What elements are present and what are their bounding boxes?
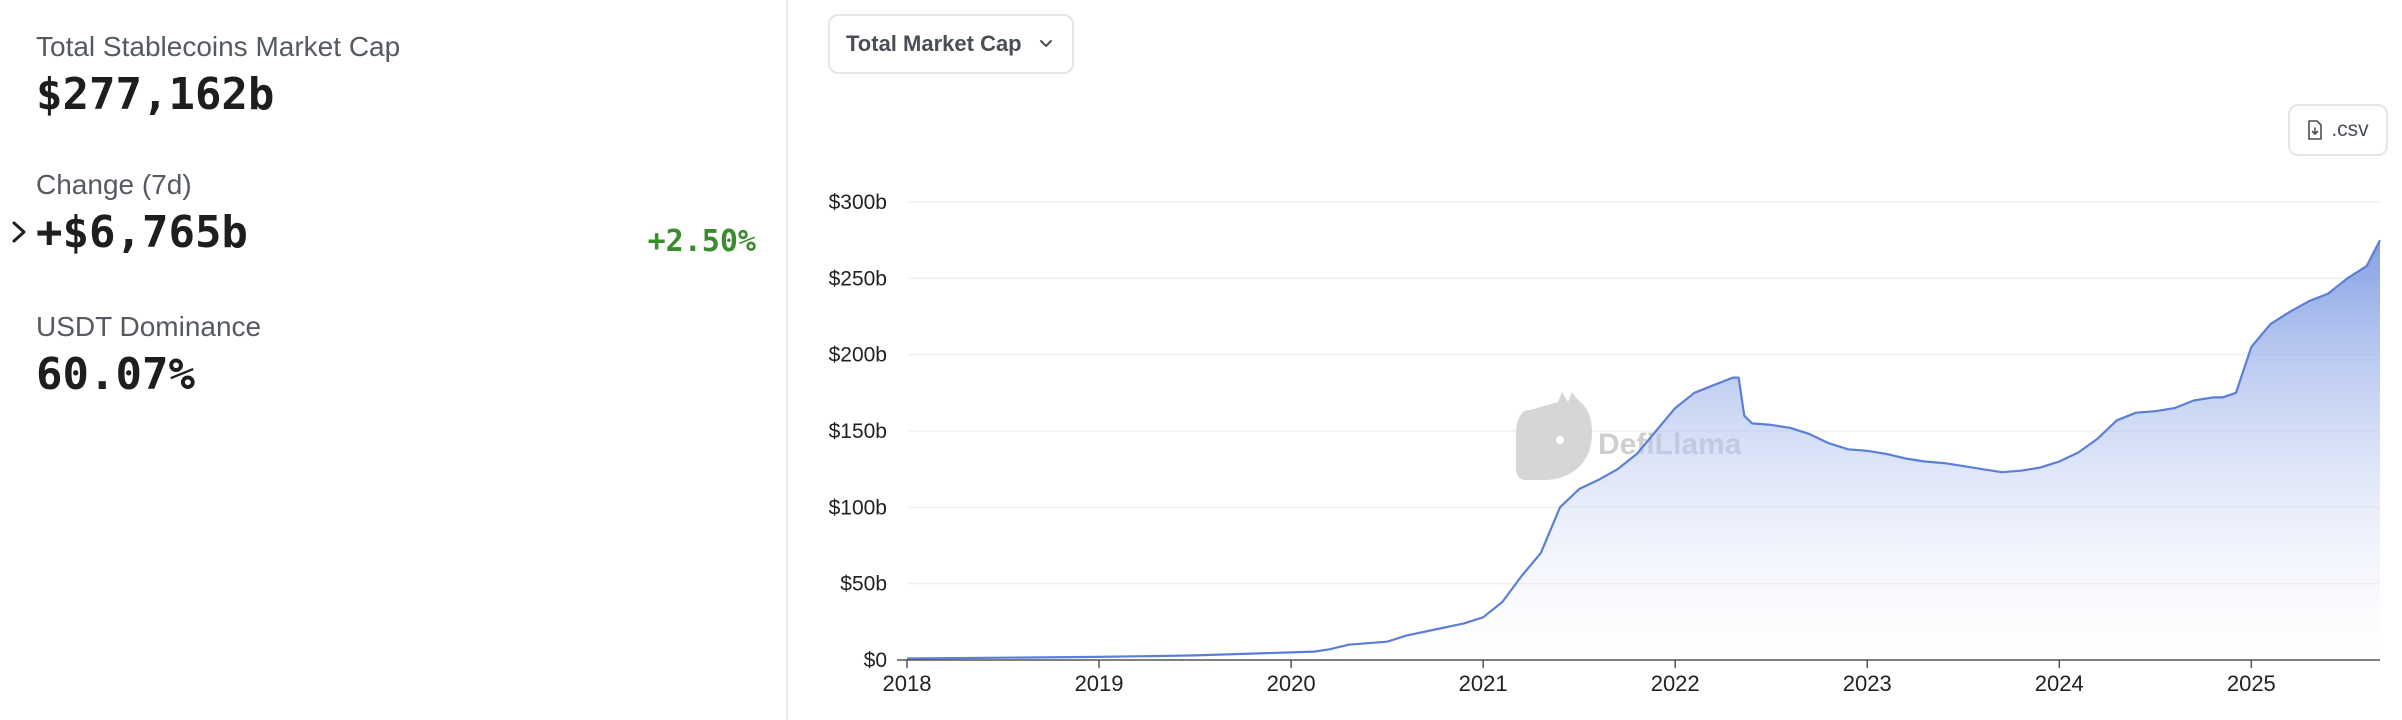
dominance-value: 60.07%	[36, 349, 195, 400]
dominance-label: USDT Dominance	[36, 311, 262, 342]
y-tick-label: $150b	[829, 420, 887, 443]
series-area	[907, 240, 2380, 660]
x-tick-label: 2021	[1459, 671, 1508, 696]
y-tick-label: $100b	[829, 496, 887, 519]
chart-panel: DefiLlama $0$50b$100b$150b$200b$250b$300…	[790, 0, 2402, 720]
market-cap-label: Total Stablecoins Market Cap	[36, 31, 401, 62]
chevron-down-icon	[1039, 40, 1052, 47]
market-cap-stat: Total Stablecoins Market Cap $277,162b	[36, 30, 400, 122]
download-csv-button[interactable]: .csv	[2288, 104, 2388, 156]
file-download-icon	[2308, 120, 2323, 140]
x-tick-label: 2024	[2035, 671, 2084, 696]
series-layer	[906, 239, 2381, 660]
series-line	[906, 239, 2381, 660]
x-tick-label: 2022	[1651, 671, 1700, 696]
x-tick-label: 2025	[2227, 671, 2276, 696]
y-tick-label: $200b	[829, 344, 887, 367]
metric-select-label: Total Market Cap	[846, 31, 1022, 56]
dominance-stat: USDT Dominance 60.07%	[36, 310, 261, 402]
market-cap-value: $277,162b	[36, 69, 275, 120]
x-tick-label: 2023	[1843, 671, 1892, 696]
y-tick-label: $300b	[829, 191, 887, 214]
llama-logo-icon	[1516, 392, 1592, 480]
chevron-right-icon[interactable]	[8, 218, 30, 246]
y-tick-label: $250b	[829, 267, 887, 290]
chart-axes: $0 $50b $100b $150b $200b $250b $300b 2018 2019 2…	[829, 191, 2380, 696]
csv-label: .csv	[2331, 118, 2369, 141]
change-7d-percent: +2.50%	[647, 224, 756, 259]
stats-panel: Total Stablecoins Market Cap $277,162b C…	[0, 0, 788, 720]
x-tick-label: 2020	[1267, 671, 1316, 696]
change-7d-value: +$6,765b	[36, 207, 248, 258]
market-cap-chart: DefiLlama $0$50b$100b$150b$200b$250b$300…	[829, 191, 2381, 696]
y-tick-label: $50b	[840, 573, 887, 596]
y-tick-label: $0	[864, 649, 887, 672]
change-7d-stat: Change (7d) +$6,765b +2.50%	[36, 168, 756, 260]
metric-select[interactable]: Total Market Cap	[828, 14, 1074, 74]
change-7d-label: Change (7d)	[36, 169, 192, 200]
x-tick-label: 2018	[883, 671, 932, 696]
x-tick-label: 2019	[1075, 671, 1124, 696]
